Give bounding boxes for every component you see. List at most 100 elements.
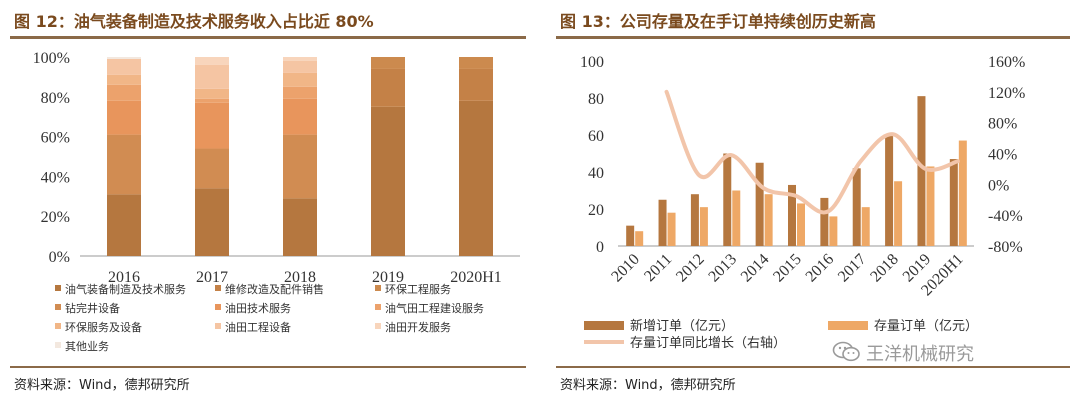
left-legend-label: 其他业务 [65,340,109,353]
left-legend-swatch [375,323,381,329]
left-bar-segment [283,60,317,73]
left-y-tick: 40% [41,169,70,186]
right-bar-backlog [926,166,935,246]
watermark-text: 王洋机械研究 [866,344,974,365]
left-x-tick: 2020H1 [450,269,502,286]
left-x-tick: 2018 [284,269,316,286]
left-bar-segment [107,134,141,195]
right-y-left-tick: 40 [588,165,604,182]
left-bar-segment [283,57,317,61]
left-y-tick: 0% [49,249,70,266]
left-bar-segment [283,134,317,199]
right-x-tick: 2017 [835,251,870,286]
left-bar-segment [195,102,229,149]
left-figure-title: 图 12：油气装备制造及技术服务收入占比近 80% [14,12,374,31]
right-bar-new-orders [885,135,894,246]
right-bar-backlog [667,212,676,246]
left-legend-label: 环保工程服务 [385,282,451,296]
right-bar-new-orders [852,168,861,246]
right-y-right-tick: 120% [988,85,1025,102]
right-bar-backlog [635,231,644,246]
left-bar-segment [107,84,141,101]
left-legend-swatch [215,323,221,329]
left-bar-segment [195,88,229,99]
left-legend-swatch [215,285,221,291]
left-legend-swatch [55,342,61,348]
right-growth-line [664,89,960,215]
left-legend-swatch [55,285,61,291]
right-x-tick: 2013 [705,251,740,286]
right-bar-backlog [958,140,967,246]
left-y-tick: 20% [41,209,70,226]
right-y-right-tick: -80% [988,239,1023,256]
right-legend-swatch [584,321,624,330]
left-bar-segment [283,198,317,256]
right-figure-panel: 图 13：公司存量及在手订单持续创历史新高 0 20 40 60 80 100 -80% -4… [546,0,1080,401]
right-legend-label: 存量订单（亿元） [874,319,978,334]
right-source-rule [556,366,1070,368]
left-bar-segment [459,68,493,101]
left-figure-panel: 图 12：油气装备制造及技术服务收入占比近 80% 0% 20% 40% 60% 80%… [0,0,536,401]
left-x-tick: 2017 [196,269,228,286]
left-legend-swatch [55,323,61,329]
right-y-right-tick: 0% [988,177,1009,194]
right-source-note: 资料来源：Wind，德邦研究所 [560,378,736,393]
left-stacked-bar-chart: 0% 20% 40% 60% 80% 100% 2016 2017 2018 2019 2020H1… [33,50,520,353]
left-legend-swatch [55,304,61,310]
right-bar-line-chart: 0 20 40 60 80 100 -80% -40% 0% 40% 80% 120% 160% 2010… [580,54,1025,351]
left-legend-label: 油气田工程建设服务 [385,301,484,315]
right-y-right-tick: -40% [988,208,1023,225]
right-y-left-tick: 0 [596,239,604,256]
left-x-tick: 2016 [108,269,140,286]
right-bar-new-orders [626,225,635,246]
wechat-icon [832,341,860,362]
right-x-tick: 2011 [641,251,675,285]
left-bar-segment [107,58,141,75]
right-y-right-tick: 80% [988,116,1017,133]
right-legend-swatch [828,321,868,330]
right-bar-new-orders [949,159,958,246]
wechat-watermark: 王洋机械研究 [832,338,1076,366]
right-bar-backlog [764,194,773,246]
right-bar-backlog [894,181,903,246]
right-y-right-tick: 40% [988,147,1017,164]
left-bar-segment [459,57,493,69]
left-bar-segment [283,72,317,87]
left-legend-label: 油田技术服务 [225,301,291,315]
left-bar-segment [371,106,405,256]
right-bar-new-orders [690,194,699,246]
left-legend-label: 环保服务及设备 [65,320,142,334]
left-legend-label: 钻完井设备 [65,301,120,315]
left-bar-segment [107,57,141,59]
right-bar-new-orders [658,199,667,246]
left-bar-segment [195,64,229,89]
left-bar-segment [283,86,317,99]
right-title-rule [556,36,1070,39]
right-bar-backlog [829,216,838,246]
left-source-rule [10,366,526,368]
right-x-tick: 2010 [608,251,643,286]
left-legend-swatch [215,304,221,310]
left-bar-segment [195,57,229,65]
left-legend-label: 油田工程设备 [225,320,291,334]
right-x-tick: 2018 [867,251,902,286]
right-bar-new-orders [788,184,796,246]
left-bar-segment [371,68,405,107]
right-bar-backlog [732,190,741,246]
left-bar-segment [195,188,229,256]
left-x-tick: 2019 [372,269,404,286]
right-bar-new-orders [917,96,926,247]
left-title-rule [10,36,526,39]
left-legend-label: 油气装备制造及技术服务 [65,282,186,296]
left-bar-segment [195,98,229,103]
right-x-tick: 2015 [770,251,805,286]
left-legend-swatch [375,285,381,291]
right-legend-label: 存量订单同比增长（右轴） [630,336,786,351]
left-bar-segment [107,194,141,256]
left-bar-segment [283,98,317,135]
right-y-left-tick: 60 [588,128,604,145]
right-bar-backlog [797,203,805,246]
left-y-tick: 80% [41,90,70,107]
left-bar-segment [107,100,141,135]
left-bar-segment [195,148,229,189]
